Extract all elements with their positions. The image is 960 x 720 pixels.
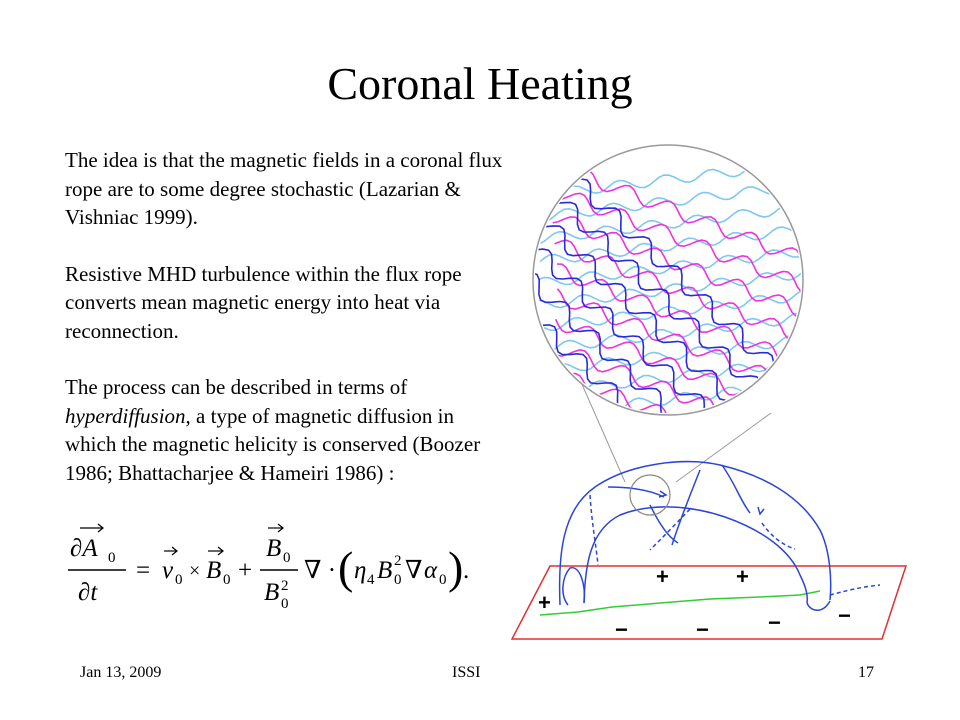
eq-period: .	[463, 557, 469, 584]
footer-date: Jan 13, 2009	[80, 664, 162, 681]
polarity-inversion-line	[539, 590, 821, 616]
field-line-arrowhead	[820, 284, 829, 291]
field-line	[554, 164, 801, 271]
field-line	[552, 192, 801, 295]
field-line-arrowhead	[818, 422, 827, 429]
field-line	[539, 243, 801, 286]
paragraph-stochastic: The idea is that the magnetic fields in …	[65, 148, 503, 229]
eq-frac-den-sup: 2	[281, 578, 289, 594]
footer-venue: ISSI	[452, 664, 481, 681]
eq-cross: ×	[189, 560, 200, 582]
footer-page-number: 17	[858, 664, 874, 681]
eq-frac-den: B	[264, 579, 279, 606]
plus-sign: +	[736, 564, 749, 589]
paragraph-turbulence: Resistive MHD turbulence within the flux…	[65, 261, 462, 343]
field-line-arrowhead	[820, 442, 829, 449]
field-line-arrowhead	[769, 367, 777, 377]
eq-lhs-denominator: ∂t	[78, 579, 98, 606]
minus-sign: −	[615, 617, 628, 642]
plus-sign: +	[656, 564, 669, 589]
eq-gradient: ∇	[405, 557, 422, 584]
minus-sign: −	[768, 610, 781, 635]
eq-eta-sub: 4	[367, 572, 375, 588]
field-line-arrowhead	[829, 310, 838, 318]
eq-b2-sub: 0	[394, 572, 402, 588]
eq-eta: η	[354, 557, 366, 584]
field-line-arrowhead	[819, 463, 828, 471]
eq-b2: B	[377, 557, 392, 584]
field-line-arrowhead	[829, 245, 838, 252]
hyperdiffusion-equation: ∂A 0 ∂t = v 0 × B 0 + B 0 B 0 2 ∇ · ( η …	[68, 523, 469, 612]
field-line	[535, 271, 752, 413]
field-line-arrowhead	[829, 195, 837, 202]
field-line-arrowhead	[829, 376, 838, 383]
paragraph-text-before: The process can be described in terms of	[65, 375, 408, 399]
field-line	[539, 266, 801, 309]
flux-rope	[558, 460, 881, 611]
field-line-arrowhead	[828, 177, 837, 184]
photosphere-plane	[510, 565, 908, 640]
field-line-arrowhead	[818, 265, 827, 271]
eq-b2-sup: 2	[394, 553, 402, 569]
minus-sign: −	[696, 617, 709, 642]
field-line	[546, 197, 765, 406]
field-line-arrowhead	[830, 272, 839, 279]
eq-v-sub: 0	[175, 572, 183, 588]
eq-divergence: ∇ ·	[304, 557, 336, 584]
field-line-arrowhead	[723, 535, 730, 543]
field-line	[535, 393, 711, 413]
field-line	[552, 349, 801, 413]
eq-open-paren: (	[338, 542, 353, 593]
field-line-arrowhead	[829, 219, 838, 226]
eq-alpha-sub: 0	[439, 572, 447, 588]
field-line	[538, 225, 761, 413]
eq-equals: =	[136, 557, 150, 584]
field-line-arrowhead	[815, 370, 823, 378]
eq-plus: +	[238, 557, 252, 584]
field-line-arrowhead	[829, 159, 838, 167]
field-line-arrowhead	[820, 308, 828, 317]
paragraph-text-after: , a type of magnetic diffusion in which …	[65, 403, 481, 485]
paragraph-hyperdiffusion: The process can be described in terms of…	[65, 373, 505, 487]
eq-frac-den-sub: 0	[281, 596, 289, 612]
field-line	[540, 329, 801, 377]
eq-b-sub: 0	[223, 572, 231, 588]
plus-sign: +	[538, 590, 551, 615]
hyperdiffusion-term: hyperdiffusion	[65, 403, 186, 428]
minus-sign: −	[838, 603, 851, 628]
eq-b: B	[206, 557, 221, 584]
field-line	[554, 239, 801, 350]
field-line-arrowhead	[756, 396, 765, 406]
field-line-arrowhead	[829, 328, 838, 335]
field-line	[552, 216, 801, 318]
eq-lhs-sub: 0	[108, 550, 116, 566]
zoom-connector-right	[675, 412, 772, 483]
flux-rope-figure: + + + − − − −	[510, 144, 908, 642]
field-line	[539, 220, 801, 263]
eq-close-paren: )	[448, 542, 463, 593]
field-line-arrowhead	[735, 501, 742, 510]
field-line-arrowhead	[816, 400, 825, 407]
field-line-arrowhead	[749, 449, 758, 456]
eq-v: v	[162, 557, 174, 584]
field-line	[559, 164, 775, 377]
field-line	[535, 248, 758, 413]
eq-frac-num: B	[266, 535, 281, 562]
body-text: The idea is that the magnetic fields in …	[65, 146, 505, 515]
eq-alpha: α	[424, 557, 438, 584]
slide-title: Coronal Heating	[327, 58, 633, 109]
field-line-arrowhead	[829, 292, 838, 300]
eq-lhs-numerator: ∂A	[70, 535, 98, 562]
field-line-arrowhead	[829, 350, 838, 357]
field-line-arrowhead	[818, 340, 825, 349]
eq-frac-num-sub: 0	[283, 550, 291, 566]
field-line	[540, 308, 801, 355]
zoom-region-marker	[629, 474, 671, 516]
